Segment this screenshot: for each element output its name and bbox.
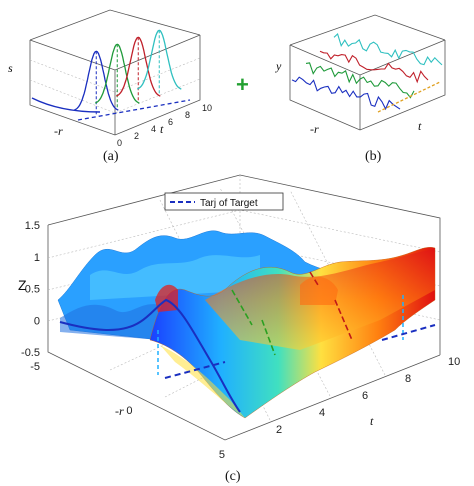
panel-c-z-tick: 1: [34, 252, 40, 264]
target-trajectory: [59, 298, 241, 413]
panel-b: y -r t (b): [275, 14, 446, 164]
panel-c-z-tick: 0.5: [25, 284, 40, 296]
panel-a-t-tick: 2: [134, 131, 139, 141]
panel-c-r-ticks: -5 0 5: [30, 361, 225, 461]
panel-a: s -r t 0 2 4 6 8 10 (a): [8, 9, 212, 164]
panel-a-trajectory: [77, 99, 191, 121]
panel-a-xlabel: -r: [54, 124, 63, 138]
panel-b-series: [291, 33, 443, 113]
panel-a-t-ticks: 0 2 4 6 8 10: [117, 103, 212, 148]
legend: Tarj of Target: [164, 192, 284, 211]
panel-c-t-tick: 2: [276, 424, 282, 436]
panel-c-t-tick: 4: [319, 407, 325, 419]
panel-a-ylabel: s: [8, 61, 13, 75]
panel-a-t-tick: 0: [117, 138, 122, 148]
panel-c-z-tick: 0: [34, 315, 40, 327]
legend-label: Tarj of Target: [200, 198, 258, 209]
panel-b-series-line: [305, 62, 415, 99]
panel-c-z-ticks: -0.5 0 0.5 1 1.5: [21, 220, 40, 359]
panel-b-ylabel: y: [275, 59, 282, 73]
panel-c-r-tick: -5: [30, 361, 40, 373]
panel-a-t-tick: 4: [151, 124, 156, 134]
panel-c-r-tick: 5: [219, 449, 225, 461]
panel-c-z-tick: -0.5: [21, 347, 40, 359]
panel-b-series-line: [291, 76, 401, 111]
panel-c-t-tick: 10: [448, 356, 460, 368]
panel-b-caption: (b): [365, 149, 382, 164]
panel-a-t-tick: 8: [185, 110, 190, 120]
panel-b-xlabel: -r: [310, 122, 319, 136]
panel-c-z-tick: 1.5: [25, 220, 40, 232]
plus-symbol: +: [236, 72, 249, 97]
panel-a-tlabel: t: [160, 122, 164, 136]
panel-c-t-ticks: 2 4 6 8 10: [276, 356, 460, 436]
panel-a-t-tick: 6: [168, 117, 173, 127]
panel-c-tlabel: t: [370, 414, 374, 428]
panel-c-caption: (c): [225, 469, 241, 484]
panel-b-series-line: [319, 50, 429, 84]
panel-a-caption: (a): [103, 149, 119, 164]
panel-b-tlabel: t: [418, 119, 422, 133]
panel-c: Tarj of Target -0.500.511.5 -505 246810 …: [18, 174, 460, 484]
panel-c-t-tick: 6: [362, 390, 368, 402]
panel-c-r-tick: 0: [126, 405, 132, 417]
panel-a-t-tick: 10: [202, 103, 212, 113]
panel-c-t-tick: 8: [405, 373, 411, 385]
panel-b-series-line: [333, 33, 443, 66]
panel-c-zlabel: Z: [18, 277, 27, 293]
panel-a-series: [73, 29, 191, 121]
panel-c-xlabel: -r: [115, 404, 124, 418]
panel-b-trend: [377, 81, 441, 113]
